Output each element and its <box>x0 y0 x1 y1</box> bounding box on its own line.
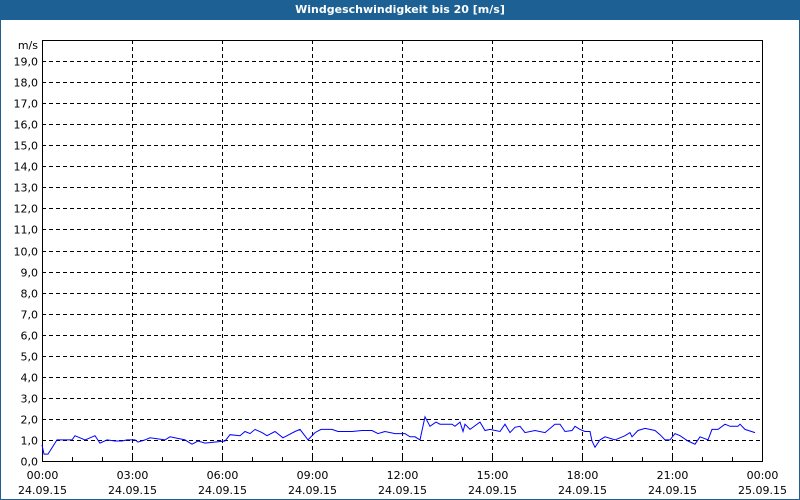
y-tick-label: 15,0 <box>14 140 39 153</box>
x-tick-date: 24.09.15 <box>648 484 697 497</box>
y-tick-label: 6,0 <box>21 330 39 343</box>
y-tick-label: 2,0 <box>21 414 39 427</box>
wind-speed-line <box>41 415 756 455</box>
x-tick-date: 24.09.15 <box>288 484 337 497</box>
x-tick-date: 24.09.15 <box>18 484 67 497</box>
y-tick-label: 5,0 <box>21 351 39 364</box>
y-tick-label: 12,0 <box>14 203 39 216</box>
x-tick-date: 24.09.15 <box>198 484 247 497</box>
y-tick-label: 8,0 <box>21 288 39 301</box>
y-tick-label: 16,0 <box>14 119 39 132</box>
x-tick-time: 21:00 <box>657 469 689 482</box>
y-axis-unit: m/s <box>18 39 38 52</box>
y-tick-label: 10,0 <box>14 246 39 259</box>
x-tick-date: 24.09.15 <box>558 484 607 497</box>
x-tick-time: 09:00 <box>297 469 329 482</box>
y-tick-label: 7,0 <box>21 309 39 322</box>
x-tick-date: 24.09.15 <box>378 484 427 497</box>
plot-area-border <box>42 40 763 462</box>
y-tick-label: 4,0 <box>21 372 39 385</box>
y-tick-label: 13,0 <box>14 182 39 195</box>
y-tick-label: 0,0 <box>21 456 39 469</box>
y-tick-label: 1,0 <box>21 435 39 448</box>
x-tick-date: 24.09.15 <box>468 484 517 497</box>
x-tick-time: 06:00 <box>207 469 239 482</box>
x-tick-time: 12:00 <box>387 469 419 482</box>
x-tick-time: 03:00 <box>117 469 149 482</box>
x-tick-time: 00:00 <box>27 469 59 482</box>
y-tick-label: 14,0 <box>14 161 39 174</box>
x-tick-date: 25.09.15 <box>738 484 787 497</box>
x-tick-date: 24.09.15 <box>108 484 157 497</box>
y-tick-label: 17,0 <box>14 98 39 111</box>
y-tick-label: 11,0 <box>14 224 39 237</box>
x-tick-time: 18:00 <box>567 469 599 482</box>
y-tick-label: 3,0 <box>21 393 39 406</box>
y-tick-label: 9,0 <box>21 267 39 280</box>
y-tick-label: 19,0 <box>14 56 39 69</box>
chart-title: Windgeschwindigkeit bis 20 [m/s] <box>0 0 800 20</box>
y-tick-label: 18,0 <box>14 77 39 90</box>
x-tick-time: 00:00 <box>747 469 779 482</box>
x-tick-time: 15:00 <box>477 469 509 482</box>
